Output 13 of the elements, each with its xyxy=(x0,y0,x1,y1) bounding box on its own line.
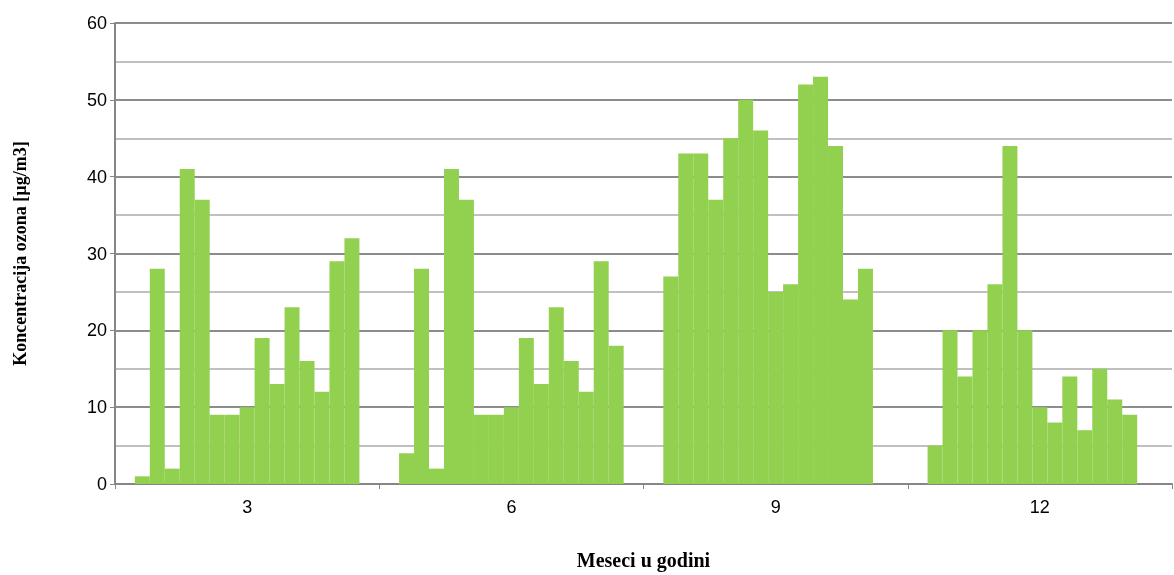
y-tick-label: 40 xyxy=(86,166,107,187)
x-tick-label: 9 xyxy=(770,497,781,517)
y-axis-title: Koncentracija ozona [µg/m3] xyxy=(10,141,30,366)
x-tick-label: 12 xyxy=(1029,497,1050,517)
y-tick-label: 0 xyxy=(96,474,107,494)
x-tick-label: 3 xyxy=(242,497,253,517)
x-axis-title: Meseci u godini xyxy=(576,549,711,572)
y-tick-label: 60 xyxy=(86,13,107,33)
y-tick-label: 30 xyxy=(86,243,107,264)
y-tick-label: 10 xyxy=(86,397,107,418)
x-tick-label: 6 xyxy=(506,497,517,517)
y-tick-label: 20 xyxy=(86,320,107,341)
y-tick-label: 50 xyxy=(86,89,107,110)
